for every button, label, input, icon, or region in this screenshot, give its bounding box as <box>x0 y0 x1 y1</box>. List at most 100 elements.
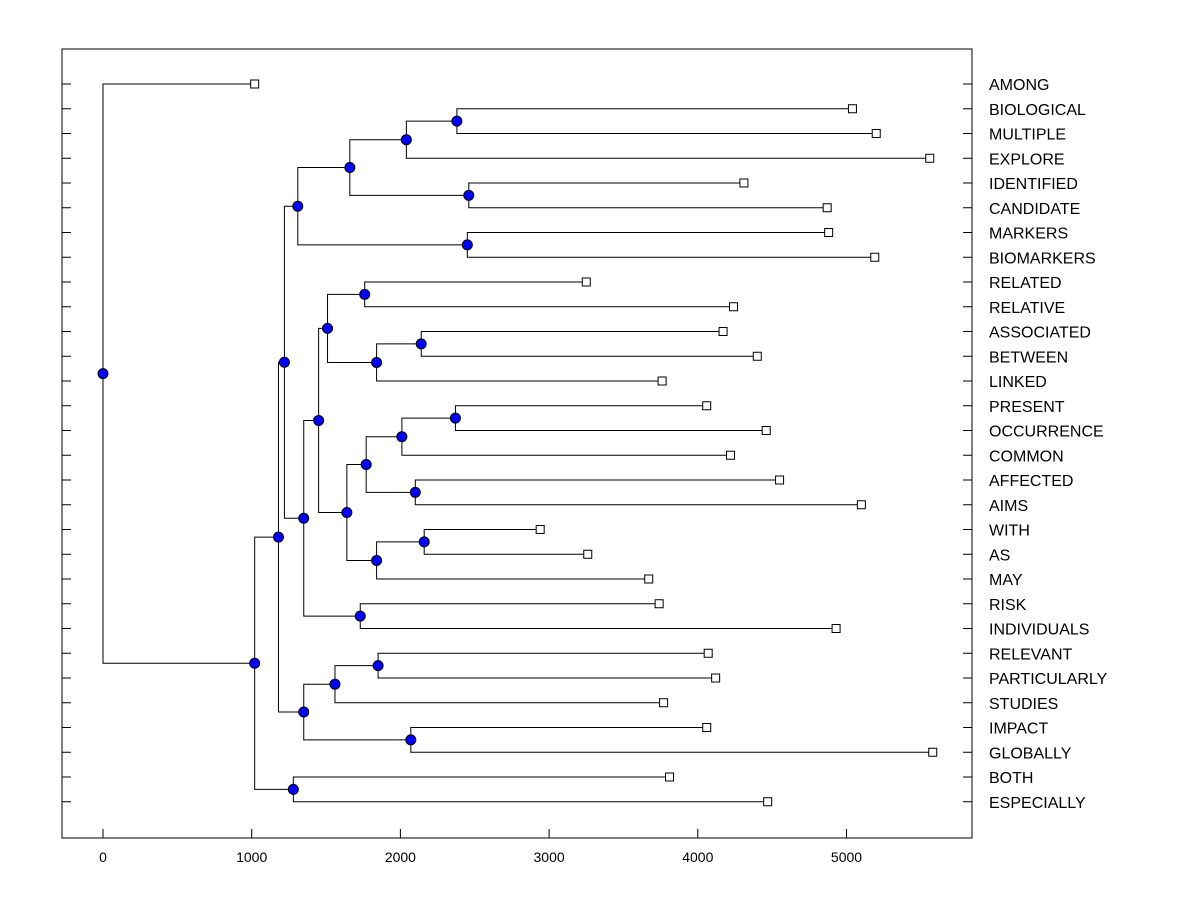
leaf-markers <box>250 79 938 807</box>
dendrogram-link <box>376 560 649 580</box>
x-tick-label: 2000 <box>385 849 416 865</box>
dendrogram-link <box>277 361 285 538</box>
leaf-label-associated: ASSOCIATED <box>989 325 1091 342</box>
dendrogram-link <box>346 512 377 561</box>
dendrogram-link <box>254 663 294 790</box>
dendrogram-link <box>318 327 328 421</box>
dendrogram-link <box>377 665 716 679</box>
dendrogram-link <box>377 652 709 666</box>
merge-node <box>400 134 412 146</box>
merge-node <box>313 414 325 426</box>
merge-node <box>396 431 408 443</box>
dendrogram-link <box>401 436 731 456</box>
leaf-marker-affected <box>775 475 785 485</box>
leaf-marker-both <box>665 772 675 782</box>
dendrogram-link <box>283 205 298 363</box>
dendrogram-link <box>318 420 347 513</box>
dendrogram-link <box>414 492 862 506</box>
leaf-label-candidate: CANDIDATE <box>989 201 1080 218</box>
dendrogram-link <box>405 120 457 140</box>
leaf-marker-studies <box>659 698 669 708</box>
leaf-label-especially: ESPECIALLY <box>989 795 1086 812</box>
dendrogram-link <box>303 683 335 713</box>
leaf-label-affected: AFFECTED <box>989 473 1073 490</box>
leaf-marker-common <box>726 450 736 460</box>
leaf-label-biological: BIOLOGICAL <box>989 102 1086 119</box>
dendrogram-link <box>365 436 402 465</box>
merge-node <box>97 368 109 380</box>
leaf-marker-relevant <box>703 648 713 658</box>
leaf-marker-biological <box>847 104 857 114</box>
leaf-marker-risk <box>654 599 664 609</box>
dendrogram-link <box>334 665 379 685</box>
dendrogram-link <box>102 83 255 374</box>
dendrogram-link <box>283 362 304 519</box>
leaf-marker-associated <box>718 327 728 336</box>
merge-node <box>451 115 463 127</box>
leaf-label-explore: EXPLORE <box>989 151 1065 168</box>
leaf-label-studies: STUDIES <box>989 696 1058 713</box>
leaf-marker-multiple <box>871 129 881 138</box>
leaf-label-identified: IDENTIFIED <box>989 176 1078 193</box>
leaf-marker-candidate <box>822 203 832 213</box>
leaf-marker-markers <box>824 228 834 237</box>
leaf-label-particularly: PARTICULARLY <box>989 671 1108 688</box>
dendrogram-link <box>349 167 469 196</box>
leaf-marker-particularly <box>711 673 721 683</box>
dendrogram-link <box>410 739 933 753</box>
merge-node <box>359 288 371 300</box>
dendrogram-link <box>466 244 875 258</box>
merge-node <box>415 338 427 350</box>
dendrogram-link <box>468 195 828 209</box>
merge-node <box>360 459 372 471</box>
left-axis-ticks <box>62 83 71 803</box>
dendrogram-link <box>376 343 422 363</box>
dendrogram-link <box>102 373 255 664</box>
dendrogram-link <box>297 167 350 207</box>
x-tick-label: 4000 <box>682 849 713 865</box>
merge-node <box>409 486 421 498</box>
dendrogram-link <box>423 529 541 542</box>
dendrogram-link <box>376 541 425 561</box>
merge-node <box>372 660 384 672</box>
dendrogram-link <box>401 417 456 437</box>
leaf-label-as: AS <box>989 547 1010 564</box>
dendrogram-link <box>456 108 853 122</box>
plot-frame <box>61 48 973 839</box>
dendrogram-link <box>327 293 365 329</box>
dendrogram-link <box>254 536 279 664</box>
leaf-label-individuals: INDIVIDUALS <box>989 622 1089 639</box>
dendrogram-link <box>420 343 758 357</box>
dendrogram-link <box>303 518 361 617</box>
dendrogram-link <box>346 464 367 513</box>
dendrogram-link <box>327 328 377 363</box>
leaf-marker-may <box>644 574 654 584</box>
leaf-marker-between <box>752 351 762 361</box>
dendrogram-link <box>297 206 468 246</box>
x-tick-label: 5000 <box>831 849 862 865</box>
merge-nodes <box>97 115 475 795</box>
leaf-label-between: BETWEEN <box>989 349 1068 366</box>
merge-node <box>287 783 299 795</box>
dendrogram-link <box>468 182 744 196</box>
dendrogram-link <box>454 405 707 419</box>
dendrogram-link <box>364 281 587 295</box>
dendrogram-link <box>349 139 407 168</box>
leaf-marker-especially <box>763 797 773 807</box>
dendrogram-link <box>359 603 660 617</box>
merge-node <box>418 536 430 548</box>
leaf-marker-biomarkers <box>870 252 880 262</box>
dendrogram-link <box>292 789 768 803</box>
leaf-marker-relative <box>728 302 738 312</box>
merge-node <box>449 412 461 424</box>
merge-node <box>463 189 475 201</box>
leaf-marker-related <box>581 277 591 287</box>
merge-node <box>344 162 356 174</box>
leaf-label-risk: RISK <box>989 597 1027 614</box>
dendrogram-link <box>376 362 663 382</box>
x-axis: 0 1000 2000 3000 4000 5000 <box>99 829 862 865</box>
leaf-label-multiple: MULTIPLE <box>989 127 1066 144</box>
leaf-label-impact: IMPACT <box>989 721 1048 738</box>
